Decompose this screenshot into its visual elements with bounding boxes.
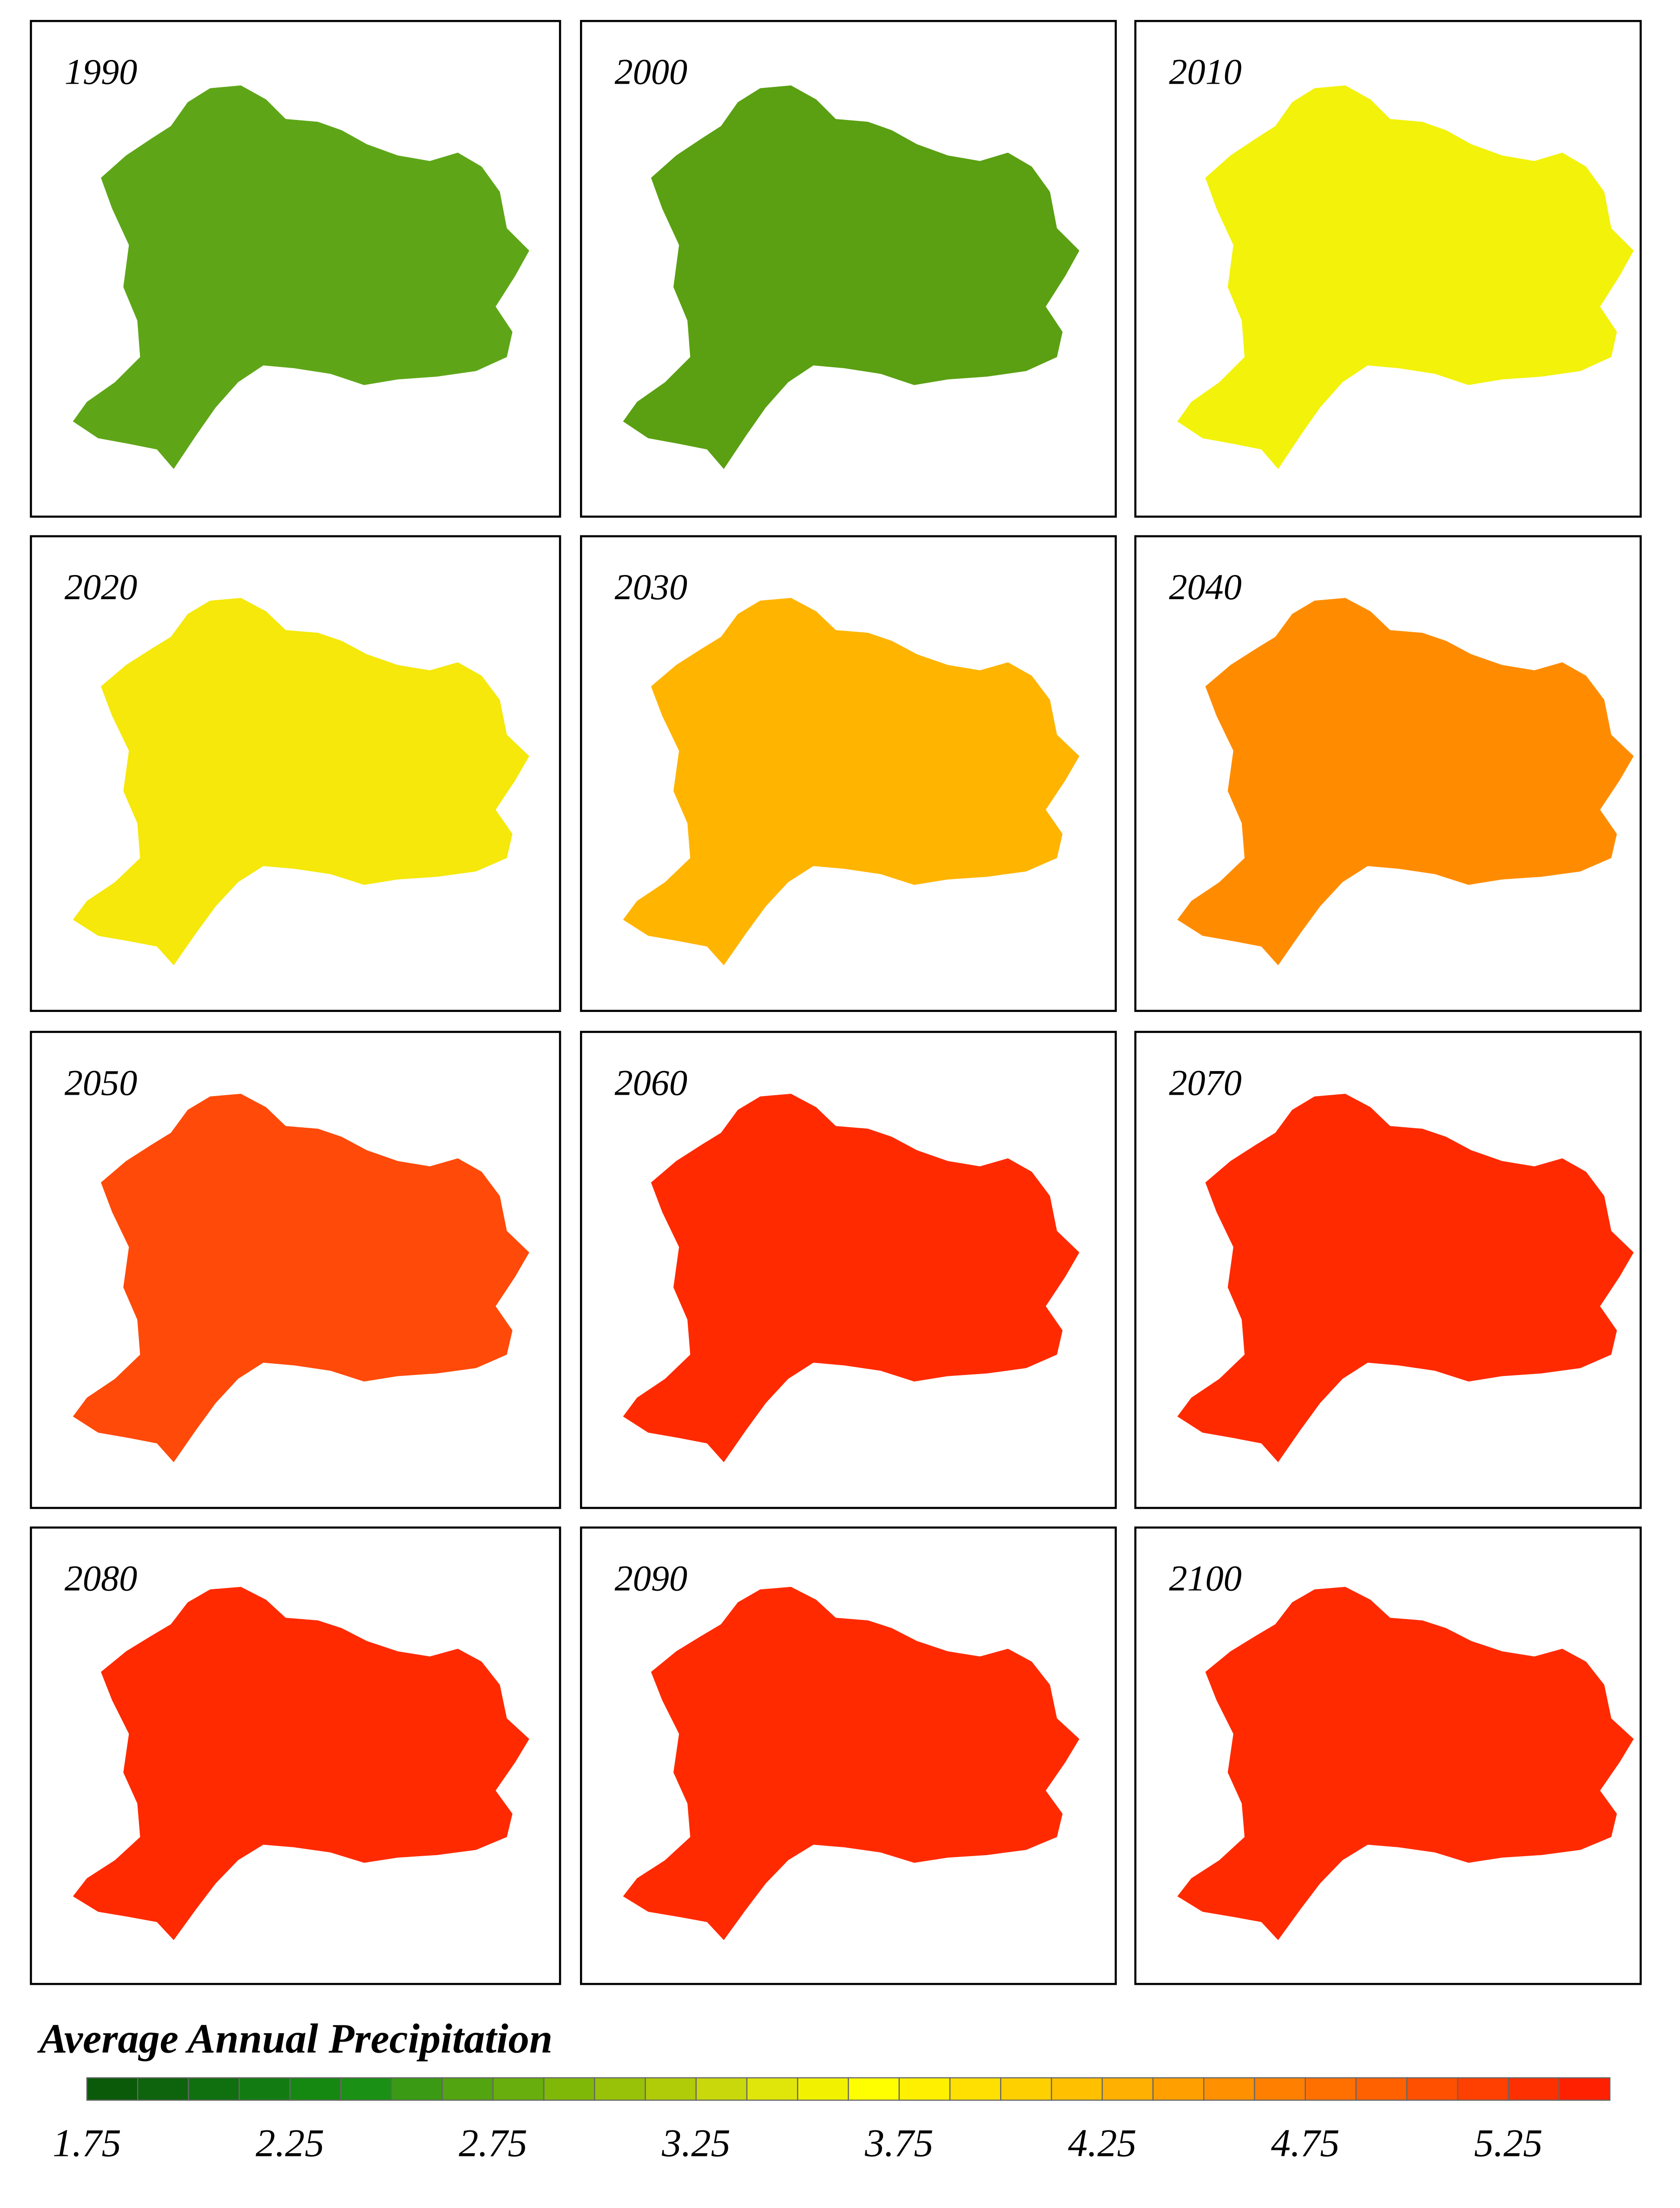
basin-group (72, 1093, 529, 1462)
basin (72, 598, 529, 965)
legend-swatch (695, 2077, 748, 2101)
year-label: 2070 (1169, 1062, 1242, 1103)
basin (623, 1587, 1080, 1940)
year-label: 2090 (615, 1558, 688, 1599)
map-panel: 2080 (30, 1526, 561, 1985)
basin (72, 1587, 529, 1940)
basin-group (72, 85, 529, 469)
legend-tick-label: 4.75 (1271, 2122, 1340, 2165)
map-panel: 2050 (30, 1031, 561, 1509)
legend-swatch (1152, 2077, 1205, 2101)
year-label: 1990 (65, 52, 138, 92)
legend-swatch (1203, 2077, 1255, 2101)
year-label: 2040 (1169, 567, 1242, 607)
year-label: 2020 (65, 567, 138, 607)
map-panel: 2000 (580, 20, 1117, 518)
legend-swatch (1508, 2077, 1560, 2101)
legend-swatch (1457, 2077, 1509, 2101)
basin-group (1177, 1587, 1634, 1940)
legend-swatch (492, 2077, 545, 2101)
legend-swatch (645, 2077, 697, 2101)
basin (1177, 598, 1634, 965)
legend-title: Average Annual Precipitation (37, 2015, 553, 2062)
legend-swatch (949, 2077, 1001, 2101)
legend-tick-label: 4.25 (1068, 2122, 1137, 2165)
legend-swatch (1355, 2077, 1408, 2101)
basin (623, 1093, 1080, 1462)
year-label: 2080 (65, 1558, 138, 1599)
map-panel: 2090 (580, 1526, 1117, 1985)
legend-swatch (797, 2077, 849, 2101)
legend-swatch (441, 2077, 494, 2101)
basin-group (623, 598, 1080, 965)
legend-swatch (594, 2077, 646, 2101)
basin (72, 85, 529, 469)
basin (72, 1093, 529, 1462)
map-panel: 2070 (1134, 1031, 1642, 1509)
legend-swatch (898, 2077, 951, 2101)
map-panel: 2100 (1134, 1526, 1642, 1985)
legend-tick-label: 3.75 (864, 2122, 934, 2165)
year-label: 2050 (65, 1062, 138, 1103)
map-panel: 2040 (1134, 535, 1642, 1012)
map-panel: 2030 (580, 535, 1117, 1012)
basin-group (1177, 598, 1634, 965)
legend-swatch (1101, 2077, 1154, 2101)
basin (1177, 1587, 1634, 1940)
legend-swatch (543, 2077, 595, 2101)
year-label: 2010 (1169, 52, 1242, 92)
basin-group (623, 1587, 1080, 1940)
map-panel: 1990 (30, 20, 561, 518)
legend-swatch (746, 2077, 798, 2101)
legend-swatch (137, 2077, 189, 2101)
basin (1177, 1093, 1634, 1462)
year-label: 2000 (615, 52, 688, 92)
legend-tick-label: 2.75 (459, 2122, 527, 2165)
legend-tick-label: 2.25 (256, 2122, 324, 2165)
legend-swatch (391, 2077, 443, 2101)
legend-swatch (289, 2077, 342, 2101)
legend-swatch (1000, 2077, 1052, 2101)
basin-group (72, 598, 529, 965)
legend-swatch (1304, 2077, 1357, 2101)
legend-swatch (1254, 2077, 1306, 2101)
basin-group (1177, 85, 1634, 469)
map-panel: 2010 (1134, 20, 1642, 518)
basin-group (72, 1587, 529, 1940)
legend-swatch (340, 2077, 392, 2101)
basin-group (623, 1093, 1080, 1462)
map-panel: 2060 (580, 1031, 1117, 1509)
legend-swatch (1051, 2077, 1103, 2101)
legend-tick-label: 1.75 (53, 2122, 121, 2165)
basin-group (1177, 1093, 1634, 1462)
basin (623, 598, 1080, 965)
basin-group (623, 85, 1080, 469)
legend-swatch (848, 2077, 900, 2101)
basin (623, 85, 1080, 469)
basin (1177, 85, 1634, 469)
year-label: 2030 (615, 567, 688, 607)
legend-swatch (188, 2077, 240, 2101)
year-label: 2100 (1169, 1558, 1242, 1599)
map-panel: 2020 (30, 535, 561, 1012)
legend-tick-label: 5.25 (1474, 2122, 1543, 2165)
legend-swatch (238, 2077, 291, 2101)
legend-swatch (1558, 2077, 1611, 2101)
legend-tick-label: 3.25 (661, 2122, 731, 2165)
year-label: 2060 (615, 1062, 688, 1103)
legend-swatch (86, 2077, 138, 2101)
legend-swatch (1406, 2077, 1458, 2101)
